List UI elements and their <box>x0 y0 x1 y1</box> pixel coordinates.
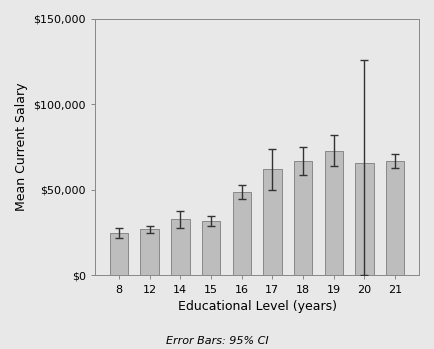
Bar <box>233 192 251 275</box>
Y-axis label: Mean Current Salary: Mean Current Salary <box>15 83 28 211</box>
Bar <box>355 163 374 275</box>
Bar <box>110 233 128 275</box>
Bar <box>325 151 343 275</box>
Bar <box>294 161 312 275</box>
X-axis label: Educational Level (years): Educational Level (years) <box>178 300 336 313</box>
Bar <box>263 170 282 275</box>
Text: Error Bars: 95% CI: Error Bars: 95% CI <box>166 335 268 346</box>
Bar <box>202 221 220 275</box>
Bar <box>386 161 404 275</box>
Bar <box>141 229 159 275</box>
Bar <box>171 219 190 275</box>
